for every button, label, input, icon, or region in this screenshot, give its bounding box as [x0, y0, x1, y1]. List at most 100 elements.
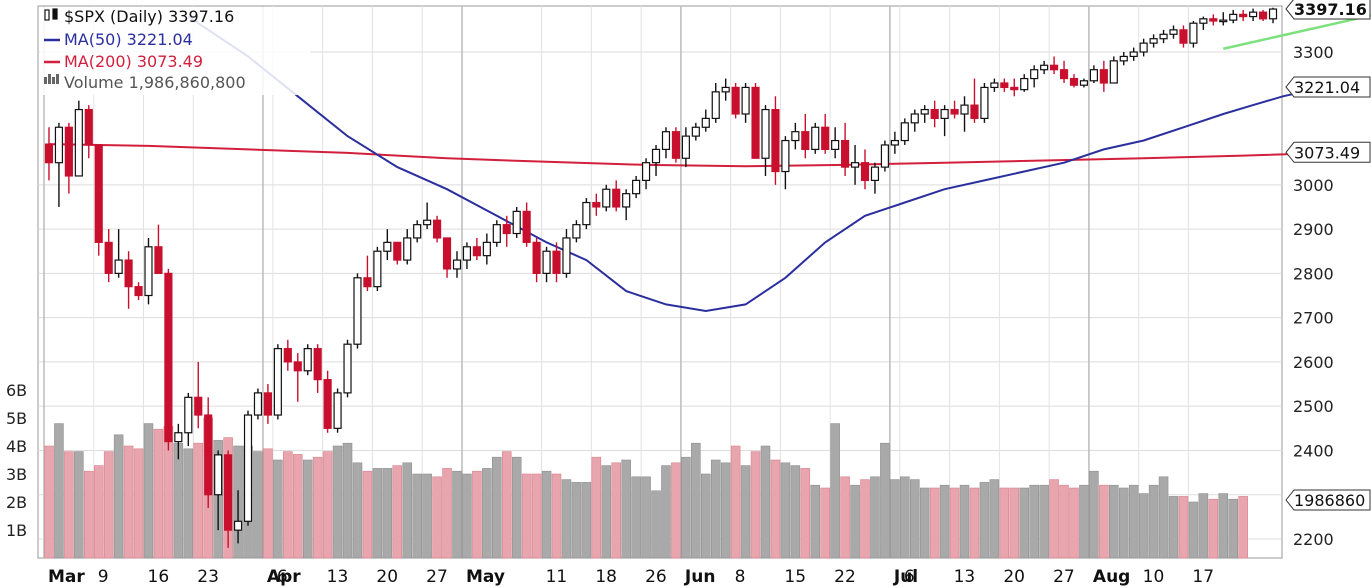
volume-bar [342, 442, 353, 559]
volume-bar [671, 462, 681, 559]
candle-body [343, 343, 352, 394]
volume-bar [432, 476, 442, 559]
volume-bar [979, 482, 990, 559]
candle-body [383, 241, 392, 252]
candle-body [970, 104, 979, 120]
candle-body [114, 259, 123, 274]
volume-bar [1178, 496, 1189, 559]
candle-body [641, 162, 651, 181]
volume-bar [760, 445, 771, 559]
volume-bar [1158, 476, 1169, 559]
volume-bar [890, 479, 900, 559]
volume-bar [919, 487, 930, 559]
date-tick-label: 16 [148, 567, 170, 587]
volume-bar [621, 459, 631, 559]
candle-body [303, 348, 312, 372]
candle-body [771, 108, 780, 173]
candle-body [1159, 33, 1168, 40]
volume-bar [123, 445, 134, 559]
volume-bar [870, 476, 880, 559]
candle-body [194, 396, 203, 416]
volume-bar [1009, 487, 1020, 559]
candle-body [472, 246, 481, 257]
candle-body [990, 82, 999, 89]
candle-body [841, 139, 850, 168]
volume-bar [541, 470, 552, 559]
volume-bar [611, 462, 621, 559]
volume-bar [402, 462, 413, 559]
price-tick-label: 2200 [1293, 530, 1334, 549]
volume-tick-label: 6B [6, 381, 27, 400]
volume-tick-label: 1B [6, 521, 27, 540]
volume-bar [292, 454, 303, 559]
volume-bar [571, 482, 582, 559]
volume-tick-label: 2B [6, 493, 27, 512]
volume-bar [939, 484, 950, 559]
candle-body [293, 361, 302, 372]
candle-body [214, 454, 223, 496]
volume-bar [273, 459, 283, 559]
volume-bar [143, 423, 154, 559]
volume-bar [501, 451, 512, 559]
volume-bars-icon [52, 77, 55, 84]
volume-bar [113, 434, 124, 559]
candle-body [492, 224, 501, 243]
candle-body [1268, 8, 1278, 20]
candle-body [801, 131, 810, 150]
volume-bar [661, 465, 671, 559]
candle-body [353, 277, 362, 345]
candle-body [452, 259, 462, 270]
candle-body [502, 224, 511, 235]
candle-body [950, 108, 959, 115]
volume-bar [830, 423, 840, 559]
volume-bar [1029, 484, 1039, 559]
candle-body [592, 201, 601, 208]
candle-body [1209, 18, 1218, 22]
candle-body [870, 166, 880, 181]
candle-body [751, 86, 760, 159]
date-tick-label: Jun [684, 567, 716, 587]
volume-bar [422, 473, 432, 559]
volume-bar [153, 428, 164, 559]
volume-bar [1059, 484, 1069, 559]
volume-tick-label: 5B [6, 409, 27, 428]
candle-body [442, 237, 452, 270]
legend-label: $SPX (Daily) 3397.16 [64, 7, 234, 26]
volume-bar [1148, 484, 1159, 559]
candle-body [1169, 29, 1178, 35]
candle-body [1239, 13, 1248, 18]
candlestick-icon [52, 8, 58, 20]
legend-background [40, 7, 310, 95]
date-tick-label: 23 [197, 567, 219, 587]
volume-bar [1089, 470, 1099, 559]
price-tick-label: 2400 [1293, 441, 1334, 460]
candle-body [612, 188, 621, 208]
candle-body [54, 126, 64, 164]
candle-body [701, 117, 710, 128]
price-tick-label: 2900 [1293, 220, 1334, 239]
price-tick-label: 2600 [1293, 353, 1334, 372]
candle-body [910, 113, 919, 124]
volume-bar [820, 487, 830, 559]
candle-body [811, 126, 820, 150]
volume-bar [1049, 479, 1059, 559]
volume-bar [631, 476, 641, 559]
volume-bar [283, 451, 293, 559]
candle-body [671, 131, 681, 159]
price-tag-label: 3073.49 [1294, 143, 1360, 162]
volume-bar [780, 462, 791, 559]
candle-body [711, 91, 720, 120]
volume-bars-icon [48, 74, 51, 84]
volume-bar [362, 470, 373, 559]
volume-bar [601, 465, 612, 559]
candle-body [900, 122, 909, 142]
candle-body [1109, 60, 1118, 84]
volume-bar [1079, 484, 1089, 559]
volume-bar [1168, 496, 1179, 559]
candle-body [94, 144, 103, 243]
candle-body [920, 108, 929, 115]
candle-body [761, 108, 770, 159]
volume-bar [1238, 496, 1248, 559]
price-tag-label: 1986860 [1294, 491, 1365, 510]
date-tick-label: 15 [784, 567, 806, 587]
